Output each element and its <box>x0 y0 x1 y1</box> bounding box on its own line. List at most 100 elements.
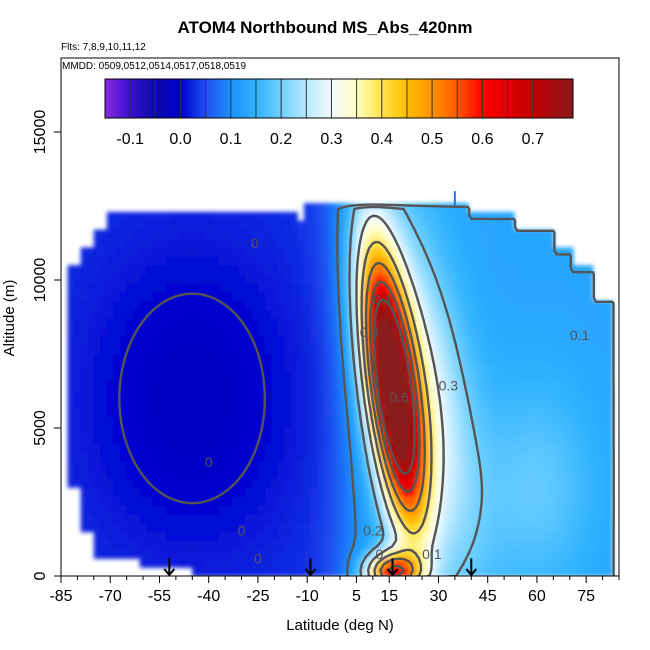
heat-cell <box>67 291 75 302</box>
heat-cell <box>244 433 252 444</box>
heat-cell <box>179 478 187 488</box>
heat-cell <box>159 425 167 435</box>
x-tick-label: 45 <box>479 588 497 605</box>
heat-cell <box>527 504 535 515</box>
heat-cell <box>468 398 476 408</box>
heat-cell <box>376 354 384 364</box>
heat-cell <box>573 309 581 320</box>
heat-cell <box>113 496 121 506</box>
heat-cell <box>172 549 180 559</box>
heat-cell <box>244 318 252 328</box>
heat-cell <box>133 336 141 346</box>
heat-cell <box>376 318 384 328</box>
heat-cell <box>474 469 482 479</box>
heat-cell <box>211 300 220 311</box>
heat-cell <box>408 522 417 533</box>
colorbar-swatch <box>243 79 246 118</box>
heat-cell <box>586 478 594 488</box>
heat-cell <box>172 522 180 533</box>
heat-cell <box>540 540 548 550</box>
heat-cell <box>100 487 108 497</box>
heat-cell <box>317 362 325 373</box>
heat-cell <box>330 540 338 550</box>
heat-cell <box>579 558 587 568</box>
heat-cell <box>376 345 384 355</box>
heat-cell <box>93 238 101 249</box>
heat-cell <box>297 362 305 373</box>
heat-cell <box>395 549 403 559</box>
heat-cell <box>152 371 161 382</box>
heat-cell <box>481 513 489 524</box>
heat-cell <box>251 336 259 346</box>
heat-cell <box>74 265 82 275</box>
heat-cell <box>231 220 239 231</box>
heat-cell <box>448 451 456 462</box>
heat-cell <box>454 487 463 497</box>
heat-cell <box>402 460 410 471</box>
heat-cell <box>323 398 331 408</box>
heat-cell <box>67 318 75 328</box>
heat-cell <box>428 282 436 293</box>
heat-cell <box>166 211 174 222</box>
heat-cell <box>139 318 147 328</box>
heat-cell <box>310 211 318 222</box>
heat-cell <box>559 513 568 524</box>
heat-cell <box>330 442 338 453</box>
heat-cell <box>428 229 436 240</box>
heat-cell <box>198 274 207 284</box>
heat-cell <box>376 327 384 337</box>
heat-cell <box>74 354 82 364</box>
colorbar-swatch <box>181 79 184 118</box>
heat-cell <box>225 504 233 515</box>
heat-cell <box>126 327 134 337</box>
heat-cell <box>507 274 515 284</box>
heat-cell <box>349 318 358 328</box>
heat-cell <box>264 354 272 364</box>
heat-cell <box>428 291 436 302</box>
heat-cell <box>330 460 338 471</box>
heat-cell <box>343 469 351 479</box>
heat-cell <box>172 282 180 293</box>
heat-cell <box>152 496 161 506</box>
heat-cell <box>507 282 515 293</box>
heat-cell <box>586 380 594 391</box>
heat-cell <box>100 504 108 515</box>
heat-cell <box>527 354 535 364</box>
heat-cell <box>80 274 88 284</box>
colorbar-swatch <box>249 79 252 118</box>
heat-cell <box>198 513 207 524</box>
heat-cell <box>284 451 292 462</box>
heat-cell <box>435 309 443 320</box>
heat-cell <box>553 451 561 462</box>
heat-cell <box>284 362 292 373</box>
heat-cell <box>297 291 305 302</box>
colorbar-swatch <box>286 79 289 118</box>
heat-cell <box>573 433 581 444</box>
heat-cell <box>343 265 351 275</box>
heat-cell <box>251 282 259 293</box>
heat-cell <box>566 531 574 542</box>
heat-cell <box>303 211 312 222</box>
colorbar-swatch <box>422 79 426 118</box>
heat-cell <box>474 558 482 568</box>
colorbar-swatch <box>557 79 560 118</box>
heat-cell <box>468 496 476 506</box>
heat-cell <box>422 274 430 284</box>
heat-cell <box>205 433 213 444</box>
heat-cell <box>74 380 82 391</box>
heat-cell <box>100 531 108 542</box>
heat-cell <box>317 203 325 213</box>
heat-cell <box>251 496 259 506</box>
colorbar-swatch <box>535 79 539 118</box>
colorbar-tick-label: 0.4 <box>371 131 393 148</box>
colorbar-swatch <box>403 79 406 118</box>
heat-cell <box>448 478 456 488</box>
heat-cell <box>408 256 417 266</box>
heat-cell <box>408 371 417 382</box>
heat-cell <box>487 425 495 435</box>
heat-cell <box>592 416 600 426</box>
heat-cell <box>520 478 528 488</box>
heat-cell <box>599 345 607 355</box>
heat-cell <box>126 300 134 311</box>
heat-cell <box>152 407 161 417</box>
